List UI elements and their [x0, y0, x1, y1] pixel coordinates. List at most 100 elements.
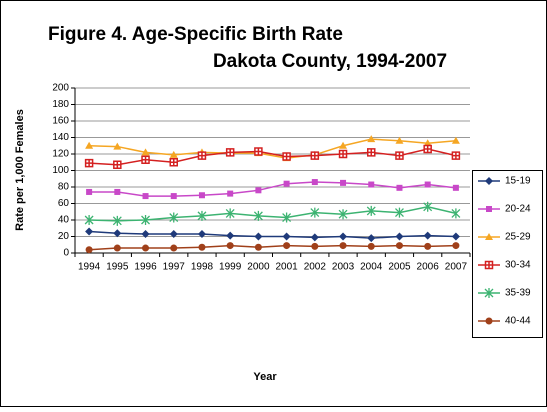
data-point [452, 184, 459, 191]
data-point [283, 180, 290, 187]
data-point [197, 151, 207, 160]
data-point [225, 148, 235, 157]
data-point [338, 149, 348, 159]
data-point [452, 242, 460, 250]
data-point [423, 201, 433, 212]
data-point [113, 229, 122, 238]
legend-marker [484, 260, 494, 270]
data-point [170, 244, 178, 252]
data-point [396, 184, 403, 191]
y-tick-label: 120 [52, 149, 69, 160]
data-point [395, 151, 404, 160]
series-line [89, 148, 457, 166]
x-tick-label: 1997 [163, 262, 186, 273]
data-point [366, 205, 376, 216]
data-point [85, 141, 94, 149]
x-tick-label: 2007 [445, 262, 468, 273]
data-point [423, 144, 432, 154]
x-tick-label: 1995 [106, 262, 129, 273]
data-point [311, 242, 319, 250]
data-point [141, 215, 150, 225]
series-line [89, 138, 456, 159]
y-tick-label: 180 [52, 99, 69, 110]
x-tick-label: 1996 [134, 262, 157, 273]
data-point [226, 231, 235, 240]
data-point [254, 232, 263, 241]
data-point [254, 243, 262, 251]
legend-label: 25-29 [505, 232, 531, 243]
y-tick-label: 200 [52, 83, 69, 94]
data-point [113, 142, 122, 150]
data-point [84, 158, 94, 168]
data-point [339, 232, 348, 241]
data-point [451, 208, 461, 219]
legend-marker [486, 206, 492, 212]
data-point [141, 148, 150, 156]
data-point [198, 243, 206, 251]
y-tick-label: 0 [63, 248, 69, 259]
x-tick-label: 1999 [219, 262, 242, 273]
data-point [395, 242, 403, 250]
x-tick-label: 2001 [275, 262, 298, 273]
data-point [423, 139, 432, 147]
data-point [255, 187, 262, 194]
data-point [451, 151, 461, 160]
data-point [169, 158, 178, 167]
legend-marker [485, 177, 493, 185]
legend-label: 30-34 [505, 260, 531, 271]
data-point [84, 215, 94, 225]
data-point [423, 231, 432, 240]
data-point [367, 135, 376, 143]
x-tick-label: 2002 [304, 262, 327, 273]
legend-label: 40-44 [505, 316, 531, 327]
x-tick-label: 2006 [417, 262, 440, 273]
data-point [225, 208, 235, 219]
data-point [142, 193, 149, 200]
data-point [395, 232, 404, 241]
x-tick-label: 1998 [191, 262, 214, 273]
y-tick-label: 160 [52, 116, 69, 127]
data-point [310, 207, 320, 218]
data-point [367, 148, 376, 157]
y-tick-label: 60 [58, 198, 70, 209]
data-point [141, 230, 150, 239]
x-tick-label: 2003 [332, 262, 355, 273]
y-tick-label: 100 [52, 165, 69, 176]
data-point [254, 147, 263, 156]
x-tick-label: 1994 [78, 262, 101, 273]
data-point [310, 233, 319, 242]
data-point [114, 188, 121, 195]
data-point [253, 210, 263, 221]
x-tick-label: 2004 [360, 262, 383, 273]
legend-marker [484, 288, 494, 298]
data-point [340, 179, 347, 186]
legend-box [472, 170, 543, 338]
data-point [451, 136, 460, 144]
legend-label: 35-39 [505, 288, 531, 299]
data-point [113, 244, 121, 252]
data-point [282, 152, 291, 161]
data-point [339, 141, 348, 149]
data-point [227, 190, 234, 197]
legend-label: 15-19 [505, 176, 531, 187]
data-point [451, 232, 460, 241]
data-point [282, 232, 291, 241]
data-point [169, 212, 179, 223]
data-point [198, 192, 205, 199]
series-line [89, 181, 456, 197]
y-tick-label: 20 [58, 231, 70, 242]
x-tick-label: 2000 [247, 262, 270, 273]
data-point [142, 244, 150, 252]
data-point [141, 155, 150, 165]
data-point [113, 160, 122, 169]
data-point [367, 234, 376, 243]
data-point [395, 136, 404, 144]
series-line [89, 244, 456, 251]
data-point [226, 242, 234, 250]
data-point [339, 242, 347, 250]
data-point [85, 246, 93, 254]
legend-marker [485, 233, 493, 240]
data-point [169, 150, 178, 158]
data-point [311, 179, 318, 186]
